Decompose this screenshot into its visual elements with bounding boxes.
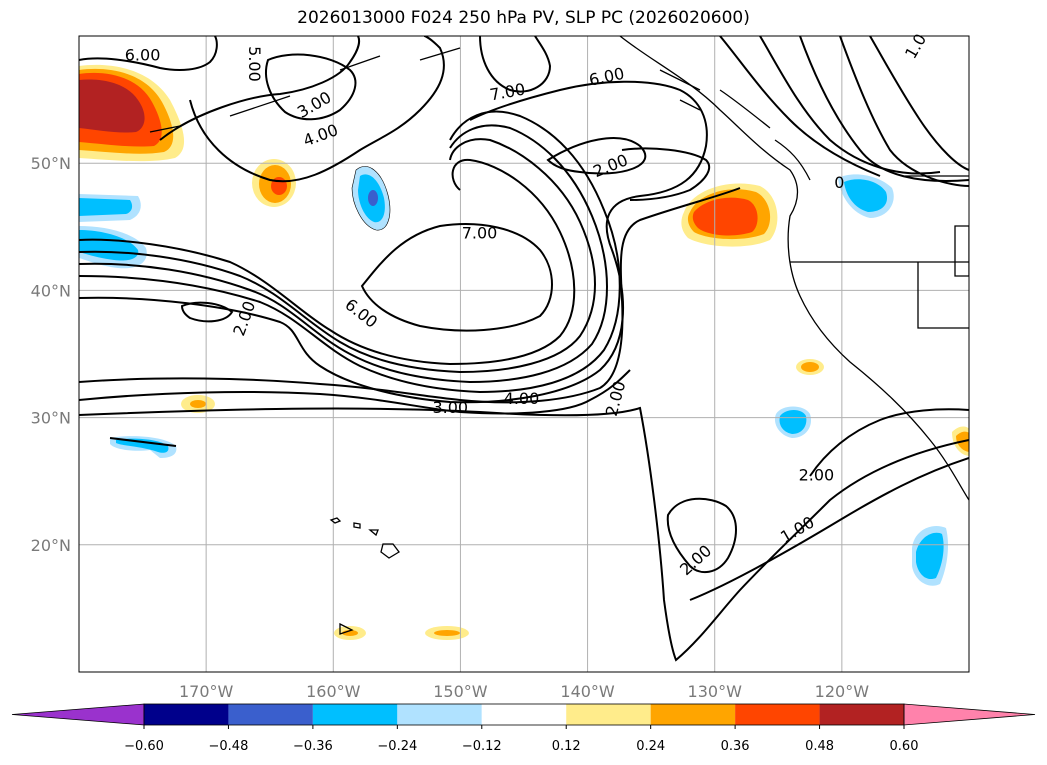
pv-shading: [79, 64, 969, 640]
colorbar-segment: [819, 704, 904, 725]
contour-label: 6.00: [587, 64, 626, 90]
lat-tick-label: 50°N: [31, 154, 71, 173]
colorbar-segment: [481, 704, 567, 725]
colorbar-segment: [397, 704, 482, 725]
contour-label: 6.00: [341, 295, 381, 332]
colorbar-tick-label: −0.60: [124, 739, 164, 754]
lat-tick-label: 30°N: [31, 409, 71, 428]
colorbar-segment: [650, 704, 736, 725]
anomaly-far-east: [912, 426, 969, 586]
contour-label: 1.0: [901, 30, 930, 62]
contours: [79, 36, 969, 662]
lon-tick-label: 120°W: [815, 682, 870, 701]
colorbar-segment: [735, 704, 820, 725]
longitude-ticks: 170°W 160°W 150°W 140°W 130°W 120°W: [179, 682, 869, 701]
colorbar: −0.60 −0.48 −0.36 −0.24 −0.12 0.12 0.24 0.36 0.4…: [11, 703, 1036, 754]
colorbar-tick-label: 0.36: [721, 739, 750, 754]
colorbar-outline: [143, 703, 905, 726]
colorbar-tick-label: 0.48: [805, 739, 834, 754]
anomaly-117w-negative: [838, 174, 894, 218]
contour-label: 5.00: [245, 46, 264, 82]
contour-label: 2.00: [799, 465, 835, 484]
latitude-ticks: 50°N 40°N 30°N 20°N: [31, 154, 71, 555]
contour-label: 4.00: [301, 120, 341, 150]
contour-label: 2.00: [676, 541, 715, 579]
colorbar-segment: [144, 704, 229, 725]
colorbar-tick-label: −0.24: [377, 739, 417, 754]
contour-label: 2.00: [229, 298, 259, 338]
anomaly-125w-small: [774, 359, 824, 438]
lat-tick-label: 40°N: [31, 281, 71, 300]
colorbar-segment: [228, 704, 313, 725]
lat-tick-label: 20°N: [31, 536, 71, 555]
lon-tick-label: 130°W: [688, 682, 743, 701]
coastlines: [149, 36, 969, 501]
colorbar-tick-label: −0.48: [209, 739, 249, 754]
lon-tick-label: 160°W: [306, 682, 361, 701]
colorbar-segment: [566, 704, 651, 725]
anomaly-northwest-positive: [79, 64, 185, 162]
colorbar-max-extend: [903, 703, 1036, 726]
contour-label: 6.00: [125, 46, 161, 65]
anomaly-west-negative: [79, 194, 147, 269]
contour-label: 2.00: [590, 150, 630, 181]
anomaly-hawaii-south: [334, 626, 469, 640]
anomaly-165w-positive: [252, 159, 296, 207]
graticule: [79, 36, 969, 672]
colorbar-segment: [312, 704, 398, 725]
map-title: 2026013000 F024 250 hPa PV, SLP PC (2026…: [297, 8, 750, 28]
lon-tick-label: 140°W: [560, 682, 615, 701]
contour-label: 7.00: [462, 224, 498, 243]
lon-tick-label: 150°W: [433, 682, 488, 701]
contour-labels: 6.00 5.003.004.007.006.002.001.02.00 6.007…: [125, 30, 930, 579]
colorbar-tick-label: 0.12: [552, 739, 581, 754]
map-frame: [78, 35, 970, 673]
hawaiian-islands: [329, 517, 400, 635]
contour-label: 3.00: [432, 398, 468, 417]
anomaly-157w-negative: [351, 166, 391, 231]
colorbar-min-extend: [11, 703, 145, 726]
lon-tick-label: 170°W: [179, 682, 234, 701]
colorbar-tick-label: 0.60: [890, 739, 919, 754]
anomaly-130w-positive: [681, 183, 778, 247]
contour-label: 4.00: [504, 389, 540, 408]
contour-label: 0: [834, 173, 844, 192]
colorbar-tick-label: −0.12: [462, 739, 502, 754]
colorbar-tick-label: −0.36: [293, 739, 333, 754]
colorbar-tick-label: 0.24: [636, 739, 665, 754]
anomaly-south-negative: [110, 436, 177, 458]
